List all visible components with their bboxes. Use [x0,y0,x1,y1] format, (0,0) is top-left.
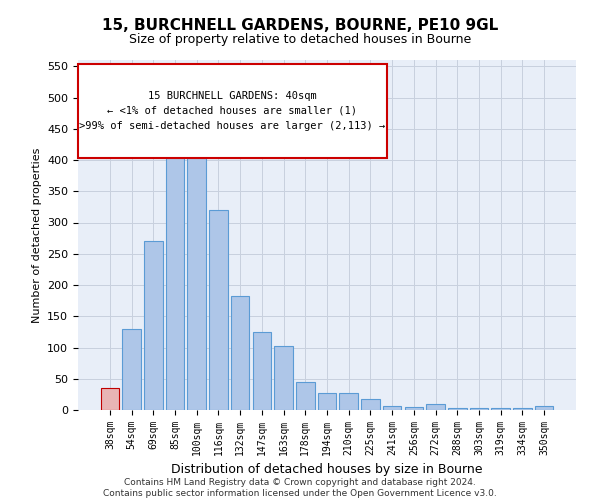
Bar [101,388,119,410]
Bar [166,138,184,410]
FancyBboxPatch shape [78,64,387,158]
Y-axis label: Number of detached properties: Number of detached properties [32,148,41,322]
Bar [491,408,510,410]
Bar [470,408,488,410]
Bar [340,392,358,410]
Text: 15 BURCHNELL GARDENS: 40sqm
← <1% of detached houses are smaller (1)
>99% of sem: 15 BURCHNELL GARDENS: 40sqm ← <1% of det… [79,91,386,130]
Bar [361,399,380,410]
Bar [274,346,293,410]
Text: Size of property relative to detached houses in Bourne: Size of property relative to detached ho… [129,32,471,46]
Bar [448,408,467,410]
Bar [535,406,553,410]
Bar [383,406,401,410]
Text: 15, BURCHNELL GARDENS, BOURNE, PE10 9GL: 15, BURCHNELL GARDENS, BOURNE, PE10 9GL [102,18,498,32]
Bar [144,242,163,410]
Bar [318,392,336,410]
Bar [513,408,532,410]
X-axis label: Distribution of detached houses by size in Bourne: Distribution of detached houses by size … [171,464,483,476]
Bar [231,296,250,410]
Text: Contains HM Land Registry data © Crown copyright and database right 2024.
Contai: Contains HM Land Registry data © Crown c… [103,478,497,498]
Bar [209,210,227,410]
Bar [253,332,271,410]
Bar [296,382,314,410]
Bar [187,157,206,410]
Bar [122,329,141,410]
Bar [427,404,445,410]
Bar [404,407,423,410]
